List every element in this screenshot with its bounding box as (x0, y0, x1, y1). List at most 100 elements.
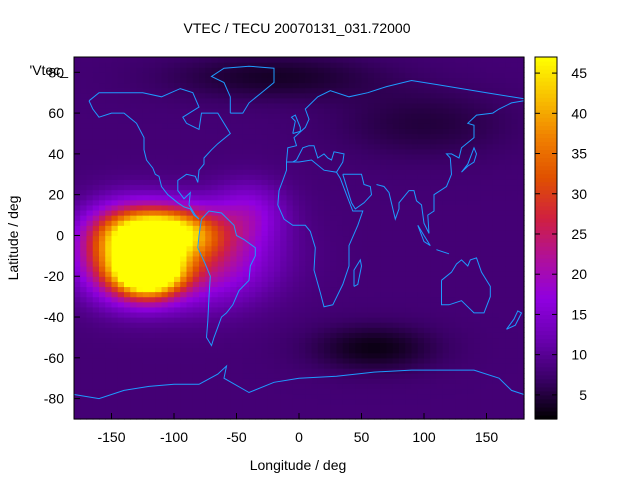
heatmap-cell (449, 82, 456, 89)
heatmap-cell (74, 113, 81, 119)
heatmap-cell (242, 306, 250, 313)
heatmap-cell (167, 322, 175, 328)
heatmap-cell (305, 128, 313, 135)
heatmap-cell (167, 306, 175, 313)
heatmap-cell (149, 317, 156, 323)
heatmap-cell (424, 87, 431, 94)
heatmap-cell (117, 169, 125, 175)
heatmap-cell (474, 291, 481, 298)
heatmap-cell (424, 194, 431, 201)
heatmap-cell (99, 342, 106, 349)
heatmap-cell (117, 164, 125, 170)
heatmap-cell (167, 164, 175, 170)
heatmap-cell (330, 347, 338, 354)
heatmap-cell (292, 179, 300, 186)
heatmap-cell (499, 317, 506, 323)
heatmap-cell (86, 102, 94, 109)
heatmap-cell (367, 301, 375, 308)
heatmap-cell (405, 57, 413, 63)
heatmap-cell (505, 77, 513, 84)
heatmap-cell (430, 378, 438, 384)
heatmap-cell (299, 128, 306, 135)
heatmap-cell (492, 347, 500, 354)
heatmap-cell (330, 337, 338, 344)
heatmap-cell (230, 398, 238, 405)
heatmap-cell (424, 388, 431, 395)
heatmap-cell (242, 235, 250, 242)
heatmap-cell (467, 281, 475, 288)
heatmap-cell (430, 220, 438, 226)
heatmap-cell (311, 194, 319, 201)
heatmap-cell (336, 240, 344, 247)
heatmap-cell (205, 209, 213, 216)
heatmap-cell (461, 204, 469, 211)
heatmap-cell (280, 158, 288, 165)
heatmap-cell (311, 317, 319, 323)
heatmap-cell (317, 107, 325, 114)
heatmap-cell (186, 255, 194, 262)
heatmap-cell (236, 250, 244, 257)
heatmap-cell (249, 276, 256, 282)
heatmap-cell (305, 123, 313, 129)
heatmap-cell (386, 199, 394, 206)
heatmap-cell (124, 133, 131, 140)
heatmap-cell (355, 362, 363, 369)
heatmap-cell (342, 194, 350, 201)
heatmap-cell (130, 255, 138, 262)
heatmap-cell (217, 281, 225, 288)
heatmap-cell (449, 266, 456, 272)
heatmap-cell (124, 383, 131, 390)
heatmap-cell (430, 77, 438, 84)
heatmap-cell (336, 413, 344, 420)
heatmap-cell (455, 148, 463, 155)
heatmap-cell (230, 378, 238, 384)
heatmap-cell (199, 102, 206, 109)
heatmap-cell (405, 102, 413, 109)
heatmap-cell (492, 235, 500, 242)
heatmap-cell (236, 311, 244, 318)
heatmap-cell (405, 255, 413, 262)
heatmap-cell (499, 138, 506, 145)
heatmap-cell (305, 250, 313, 257)
heatmap-cell (486, 373, 494, 379)
heatmap-cell (230, 209, 238, 216)
heatmap-cell (174, 342, 181, 349)
heatmap-cell (280, 362, 288, 369)
heatmap-cell (149, 153, 156, 160)
heatmap-cell (461, 97, 469, 104)
heatmap-cell (336, 301, 344, 308)
heatmap-cell (361, 240, 369, 247)
heatmap-cell (186, 342, 194, 349)
heatmap-cell (342, 179, 350, 186)
heatmap-cell (349, 204, 356, 211)
heatmap-cell (249, 271, 256, 277)
heatmap-cell (155, 209, 163, 216)
heatmap-cell (174, 92, 181, 99)
heatmap-cell (505, 235, 513, 242)
heatmap-cell (224, 235, 231, 242)
heatmap-cell (380, 87, 388, 94)
heatmap-cell (417, 72, 425, 78)
heatmap-cell (180, 306, 188, 313)
heatmap-cell (255, 332, 263, 339)
heatmap-cell (161, 373, 169, 379)
heatmap-cell (480, 255, 488, 262)
heatmap-cell (505, 368, 513, 374)
heatmap-cell (467, 245, 475, 252)
heatmap-cell (299, 153, 306, 160)
heatmap-cell (417, 240, 425, 247)
heatmap-cell (480, 306, 488, 313)
heatmap-cell (305, 204, 313, 211)
heatmap-cell (436, 342, 444, 349)
heatmap-cell (130, 57, 138, 63)
heatmap-cell (299, 271, 306, 277)
heatmap-cell (224, 209, 231, 216)
heatmap-cell (280, 220, 288, 226)
heatmap-cell (336, 332, 344, 339)
heatmap-cell (505, 72, 513, 78)
heatmap-cell (361, 143, 369, 150)
heatmap-cell (105, 82, 113, 89)
heatmap-cell (299, 148, 306, 155)
heatmap-cell (74, 82, 81, 89)
heatmap-cell (267, 158, 275, 165)
